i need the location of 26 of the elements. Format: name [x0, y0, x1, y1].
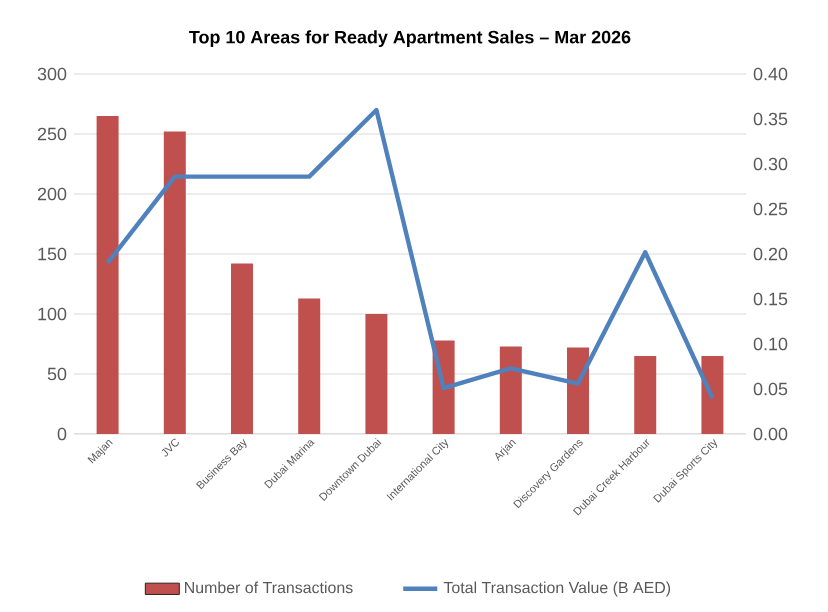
y2-tick-label: 0.25 [753, 202, 788, 216]
bar [701, 356, 724, 434]
bar [567, 347, 590, 434]
bar [634, 356, 657, 434]
y-tick-label: 250 [37, 127, 67, 141]
bar [163, 131, 186, 434]
y2-tick-label: 0.20 [753, 247, 788, 261]
y-tick-label: 150 [38, 247, 67, 261]
bar [231, 263, 254, 434]
bar [365, 314, 388, 434]
chart-title: Top 10 Areas for Ready Apartment Sales – Mar 2026 [189, 30, 631, 48]
y-tick-label: 300 [37, 67, 67, 81]
y2-tick-label: 0.35 [753, 112, 788, 126]
y2-tick-label: 0.40 [753, 67, 788, 81]
y-tick-label: 100 [38, 307, 67, 321]
y-tick-label: 200 [37, 187, 67, 201]
bar [298, 298, 321, 434]
y2-tick-label: 0.10 [753, 337, 788, 351]
y2-tick-label: 0.15 [753, 292, 788, 306]
y2-tick-label: 0.30 [753, 157, 788, 171]
y2-tick-label: 0.00 [753, 427, 788, 441]
y2-tick-label: 0.05 [753, 382, 788, 396]
bar [96, 116, 119, 434]
y-tick-label: 50 [47, 367, 67, 381]
y-tick-label: 0 [57, 427, 67, 441]
bar [499, 346, 522, 434]
